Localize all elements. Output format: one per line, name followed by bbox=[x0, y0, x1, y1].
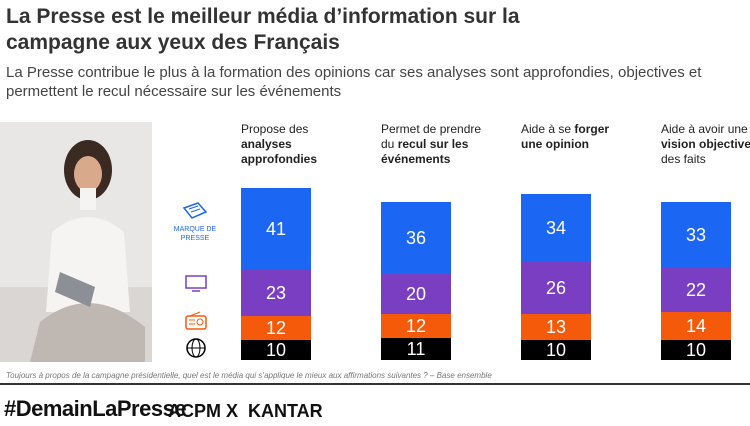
category-label: Permet de prendre du recul sur les événe… bbox=[381, 122, 493, 167]
value-label: 36 bbox=[405, 227, 427, 248]
bar-segment: 13 bbox=[521, 314, 591, 340]
category-text: Aide à avoir une bbox=[661, 122, 748, 136]
value-label: 41 bbox=[265, 218, 287, 239]
value-label: 12 bbox=[265, 317, 287, 338]
value-label: 11 bbox=[406, 338, 426, 359]
category-text: vision objective bbox=[661, 137, 750, 151]
bar-segment: 41 bbox=[241, 188, 311, 270]
bar-segment: 23 bbox=[241, 270, 311, 316]
value-label: 20 bbox=[405, 283, 427, 304]
hashtag: #DemainLaPresse bbox=[4, 396, 187, 421]
logo: KANTAR bbox=[248, 401, 323, 421]
value-label: 26 bbox=[545, 277, 567, 298]
bar-segment: 20 bbox=[381, 274, 451, 314]
value-label: 34 bbox=[545, 217, 567, 238]
value-label: 10 bbox=[545, 339, 567, 360]
value-label: 10 bbox=[265, 339, 287, 360]
radio-icon bbox=[185, 311, 207, 330]
category-text: Aide à se bbox=[521, 122, 575, 136]
value-label: 14 bbox=[685, 315, 707, 336]
footnote: Toujours à propos de la campagne préside… bbox=[6, 371, 492, 380]
value-label: 22 bbox=[685, 279, 707, 300]
bar-segment: 22 bbox=[661, 268, 731, 312]
legend-label: MARQUE DE PRESSE bbox=[173, 226, 217, 242]
chart-subtitle: La Presse contribue le plus à la formati… bbox=[6, 64, 702, 100]
category-text: des faits bbox=[661, 152, 706, 166]
bar-segment: 10 bbox=[241, 340, 311, 360]
photo bbox=[0, 122, 152, 362]
bar-segment: 36 bbox=[381, 202, 451, 274]
bar-segment: 10 bbox=[521, 340, 591, 360]
category-text: recul sur les événements bbox=[381, 137, 469, 166]
tv-icon bbox=[185, 275, 207, 292]
bar-segment: 10 bbox=[661, 340, 731, 360]
category-label: Propose des analyses approfondies bbox=[241, 122, 353, 167]
bar-segment: 26 bbox=[521, 262, 591, 314]
category-text: Permet de prendre du bbox=[381, 122, 482, 151]
value-label: 12 bbox=[405, 315, 427, 336]
bar-segment: 12 bbox=[241, 316, 311, 340]
category-text: forger une opinion bbox=[521, 122, 610, 151]
divider bbox=[0, 383, 750, 385]
bar-segment: 11 bbox=[381, 338, 451, 360]
bar-segment: 12 bbox=[381, 314, 451, 338]
category-text: analyses approfondies bbox=[241, 137, 318, 166]
press-icon bbox=[182, 202, 208, 219]
bar-segment: 34 bbox=[521, 194, 591, 262]
category-label: Aide à se forger une opinion bbox=[521, 122, 633, 152]
logo: X bbox=[226, 401, 239, 421]
value-label: 33 bbox=[685, 224, 707, 245]
category-label: Aide à avoir une vision objective des fa… bbox=[661, 122, 750, 167]
bar-segment: 33 bbox=[661, 202, 731, 268]
chart-title: La Presse est le meilleur média d’inform… bbox=[6, 5, 520, 54]
value-label: 23 bbox=[265, 282, 287, 303]
category-text: Propose des bbox=[241, 122, 309, 136]
logo: ACPM bbox=[168, 401, 221, 421]
web-icon bbox=[186, 338, 206, 358]
value-label: 13 bbox=[545, 316, 567, 337]
value-label: 10 bbox=[685, 339, 707, 360]
bar-segment: 14 bbox=[661, 312, 731, 340]
